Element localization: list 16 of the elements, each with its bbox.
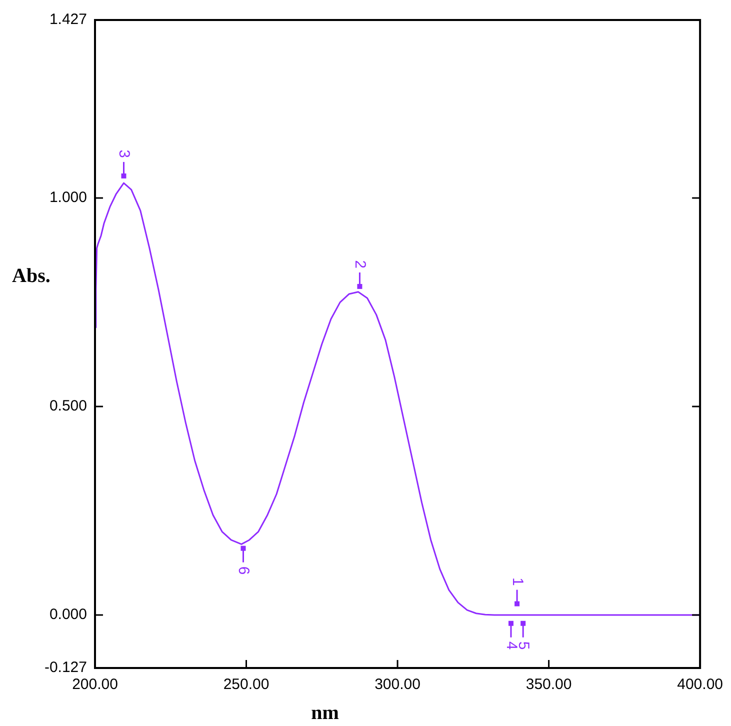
- y-tick-label: 0.500: [49, 398, 87, 415]
- y-tick-label: 1.000: [49, 189, 87, 206]
- y-tick-label: -0.127: [44, 659, 87, 676]
- y-tick-label: 0.000: [49, 606, 87, 624]
- x-tick-label: 250.00: [223, 676, 270, 694]
- x-tick-label: 350.00: [526, 676, 572, 694]
- annotation: 1: [508, 577, 526, 586]
- annotation: 2: [352, 260, 369, 268]
- x-tick-label: 300.00: [374, 676, 420, 694]
- x-tick-label: 400.00: [677, 676, 724, 694]
- y-axis-title: Abs.: [12, 265, 50, 288]
- y-tick-label: 1.427: [49, 11, 87, 28]
- x-axis-title: nm: [311, 702, 340, 724]
- x-tick-label: 200.00: [72, 676, 118, 694]
- annotation: 6: [235, 566, 252, 575]
- annotation: 3: [116, 150, 133, 158]
